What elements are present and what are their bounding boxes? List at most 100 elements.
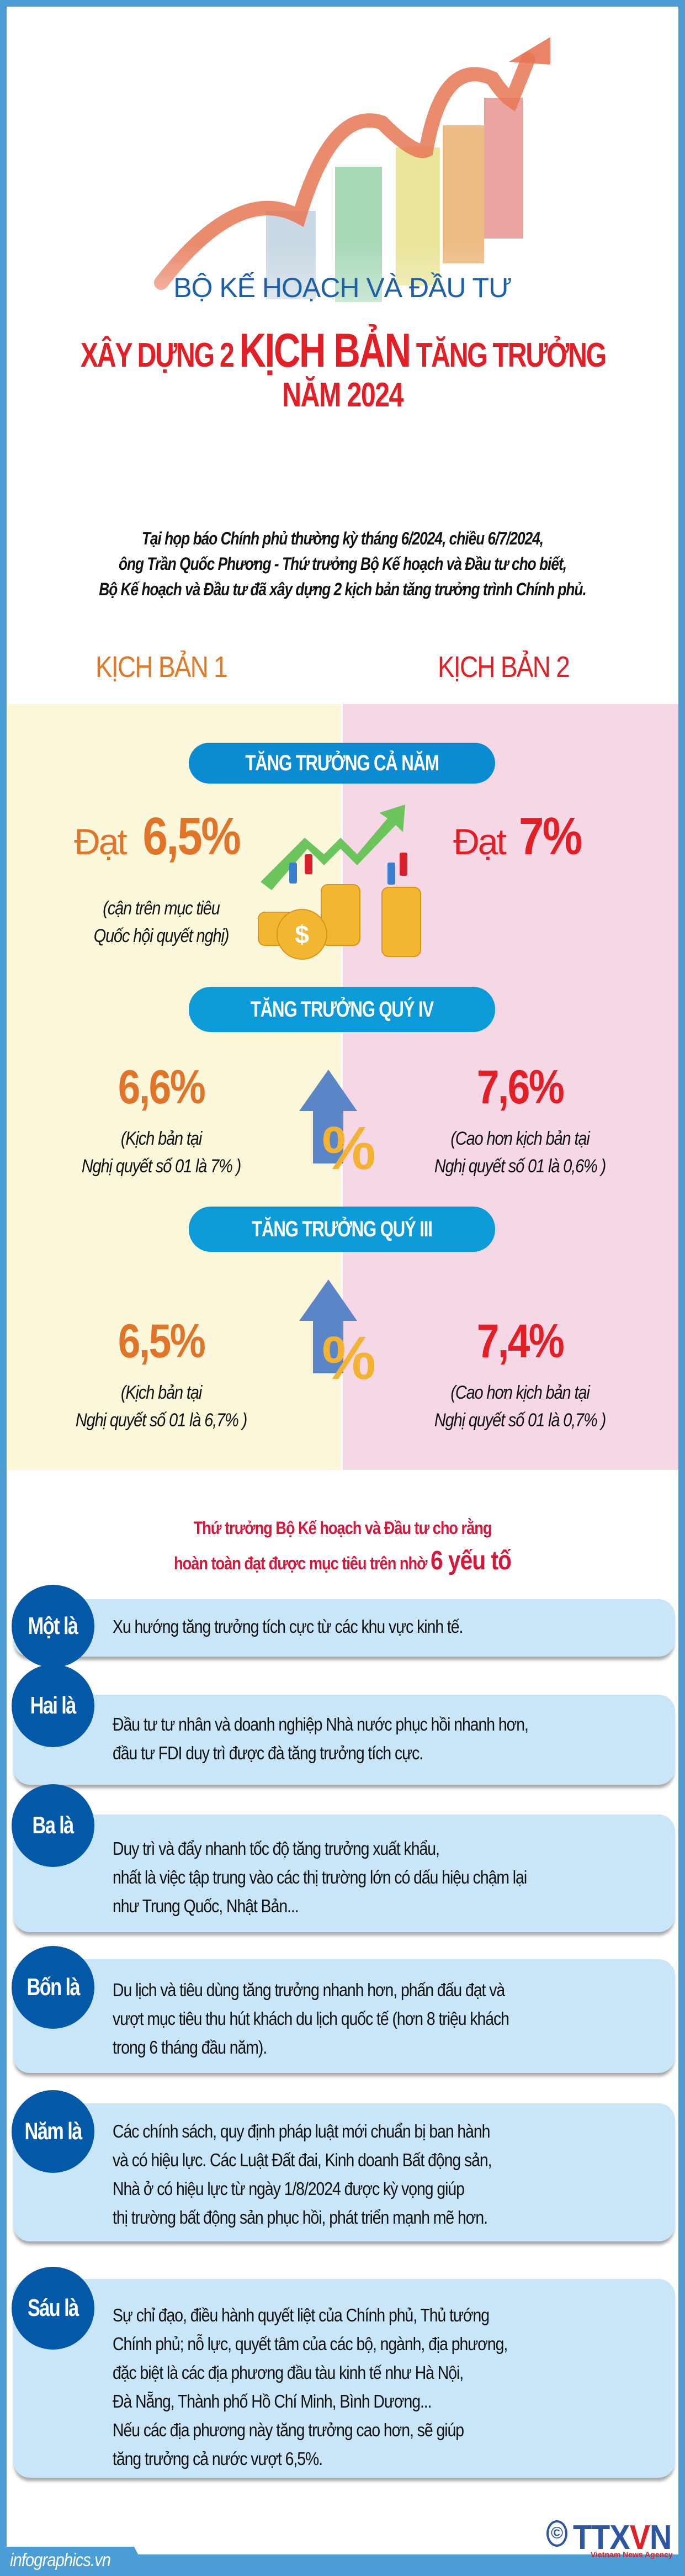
factor-card-1: Một là Xu hướng tăng trưởng tích cực từ …: [12, 1585, 675, 1668]
factor-text-line: Các chính sách, quy định pháp luật mới c…: [113, 2121, 490, 2141]
value-number: 7%: [519, 807, 582, 866]
svg-text:$: $: [295, 920, 309, 949]
factor-text-line: Sự chỉ đạo, điều hành quyết liệt của Chí…: [113, 2305, 490, 2325]
factor-text: Sự chỉ đạo, điều hành quyết liệt của Chí…: [113, 2301, 572, 2473]
note-line: Nghị quyết số 01 là 0,6% ): [434, 1156, 606, 1177]
factors-count: 6 yếu tố: [430, 1546, 512, 1575]
factor-text-line: nhất là việc tập trung vào các thị trườn…: [113, 1867, 527, 1887]
factors-intro: Thứ trưởng Bộ Kế hoạch và Đầu tư cho rằn…: [7, 1511, 678, 1580]
value-number: 7,6%: [476, 1061, 565, 1114]
factor-text: Duy trì và đẩy nhanh tốc độ tăng trưởng …: [113, 1834, 594, 1921]
factor-card-3: Ba là Duy trì và đẩy nhanh tốc độ tăng t…: [12, 1784, 675, 1932]
source-site-link[interactable]: infographics.vn: [10, 2549, 111, 2570]
logo-wordmark: TTXVN: [573, 2518, 672, 2557]
intro-paragraph: Tại họp báo Chính phủ thường kỳ tháng 6/…: [7, 526, 678, 602]
factor-text-line: như Trung Quốc, Nhật Bản...: [113, 1896, 299, 1916]
section-label-q3: TĂNG TRƯỞNG QUÝ III: [189, 1207, 495, 1252]
scenario-2-panel: [343, 704, 678, 1470]
section-label-text: TĂNG TRƯỞNG CẢ NĂM: [245, 751, 439, 775]
factor-text: Du lịch và tiêu dùng tăng trưởng nhanh h…: [113, 1976, 574, 2062]
intro-line: ông Trần Quốc Phương - Thứ trưởng Bộ Kế …: [118, 554, 567, 574]
scenario-1-panel: [7, 704, 341, 1470]
scenario-1-q4-note: (Kịch bản tại Nghị quyết số 01 là 7% ): [7, 1125, 316, 1180]
factor-badge: Năm là: [12, 2090, 94, 2173]
factor-card-4: Bốn là Du lịch và tiêu dùng tăng trưởng …: [12, 1946, 675, 2073]
factor-text-line: trong 6 tháng đầu năm).: [113, 2037, 267, 2057]
factor-text-line: Chính phủ; nỗ lực, quyết tâm của các bộ,…: [113, 2334, 508, 2354]
copyright-icon: ©: [546, 2520, 567, 2547]
value-number: 6,5%: [142, 807, 241, 866]
scenario-2-q4-note: (Cao hơn kịch bản tại Nghị quyết số 01 l…: [365, 1125, 675, 1180]
factor-card-5: Năm là Các chính sách, quy định pháp luậ…: [12, 2090, 675, 2241]
factor-text-line: Du lịch và tiêu dùng tăng trưởng nhanh h…: [113, 1980, 505, 2000]
logo-subtitle: Vietnam News Agency: [591, 2550, 673, 2559]
svg-text:%: %: [322, 1114, 376, 1175]
note-line: (Kịch bản tại: [120, 1128, 202, 1149]
logo-text: V: [629, 2519, 650, 2557]
organization-title: BỘ KẾ HOẠCH VÀ ĐẦU TƯ: [173, 272, 512, 303]
note-line: Nghị quyết số 01 là 7% ): [81, 1156, 241, 1177]
section-label-full-year: TĂNG TRƯỞNG CẢ NĂM: [189, 743, 495, 784]
up-arrow-percent-icon: %: [299, 1070, 376, 1175]
factor-text-line: đầu tư FDI duy trì được đà tăng trưởng t…: [113, 1743, 423, 1763]
coins-growth-chart-icon: $: [258, 805, 421, 960]
value-number: 6,5%: [118, 1315, 206, 1368]
page-title: XÂY DỰNG 2 KỊCH BẢN TĂNG TRƯỞNG: [80, 324, 607, 380]
factor-text: Đầu tư tư nhân và doanh nghiệp Nhà nước …: [113, 1710, 596, 1768]
note-line: (Cao hơn kịch bản tại: [450, 1382, 590, 1403]
title-emphasis: KỊCH BẢN: [239, 324, 411, 377]
factor-badge: Ba là: [12, 1784, 94, 1867]
intro-line: Tại họp báo Chính phủ thường kỳ tháng 6/…: [141, 528, 544, 548]
note-line: (cận trên mục tiêu: [103, 898, 220, 919]
factor-badge: Hai là: [12, 1664, 94, 1747]
scenario-1-q3-note: (Kịch bản tại Nghị quyết số 01 là 6,7% ): [7, 1379, 316, 1434]
scenario-1-q3-value: 6,5%: [7, 1314, 316, 1369]
factor-text-line: thị trường bất động sản phục hồi, phát t…: [113, 2207, 488, 2228]
note-line: Nghị quyết số 01 là 0,7% ): [434, 1410, 606, 1431]
intro-line: Bộ Kế hoạch và Đầu tư đã xây dựng 2 kịch…: [99, 579, 587, 599]
hero-growth-chart-illustration: [7, 7, 678, 393]
value-prefix: Đạt: [74, 821, 135, 862]
note-line: Nghị quyết số 01 là 6,7% ): [75, 1410, 247, 1431]
section-label-text: TĂNG TRƯỞNG QUÝ III: [252, 1217, 433, 1241]
factor-badge-label: Bốn là: [26, 1974, 80, 2001]
factor-text-line: Đầu tư tư nhân và doanh nghiệp Nhà nước …: [113, 1714, 529, 1734]
factor-text-line: Nếu các địa phương này tăng trưởng cao h…: [113, 2420, 464, 2440]
up-arrow-percent-icon: %: [299, 1279, 376, 1384]
factor-badge-label: Một là: [28, 1612, 78, 1639]
factor-text-line: Nhà ở có hiệu lực từ ngày 1/8/2024 được …: [113, 2178, 465, 2199]
factor-text-line: Đà Nẵng, Thành phố Hồ Chí Minh, Bình Dươ…: [113, 2391, 432, 2411]
value-number: 7,4%: [476, 1315, 565, 1368]
factor-text-line: đặc biệt là các địa phương đầu tàu kinh …: [113, 2362, 464, 2383]
value-number: 6,6%: [118, 1061, 206, 1114]
factor-text-line: Duy trì và đẩy nhanh tốc độ tăng trưởng …: [113, 1838, 440, 1859]
factor-card-6: Sáu là Sự chỉ đạo, điều hành quyết liệt …: [12, 2267, 675, 2478]
ttxvn-logo: © TTXVN Vietnam News Agency: [546, 2518, 682, 2559]
factor-badge-label: Hai là: [30, 1692, 77, 1719]
factors-intro-text: hoàn toàn đạt được mục tiêu trên nhờ: [174, 1553, 431, 1573]
factors-intro-line: Thứ trưởng Bộ Kế hoạch và Đầu tư cho rằn…: [193, 1518, 492, 1538]
footer-band: [0, 2566, 685, 2576]
svg-text:%: %: [322, 1324, 376, 1384]
factor-badge: Sáu là: [12, 2267, 94, 2350]
logo-text: TTX: [573, 2519, 630, 2557]
scenario-2-q3-note: (Cao hơn kịch bản tại Nghị quyết số 01 l…: [365, 1379, 675, 1434]
factor-badge: Bốn là: [12, 1946, 94, 2029]
rising-bars-arrow-icon: [7, 37, 678, 393]
scenario-1-q4-value: 6,6%: [7, 1060, 316, 1115]
scenario-2-q4-value: 7,6%: [365, 1060, 675, 1115]
factor-text: Các chính sách, quy định pháp luật mới c…: [113, 2117, 553, 2232]
note-line: Quốc hội quyết nghị): [93, 925, 230, 946]
scenario-1-heading: KỊCH BẢN 1: [95, 650, 228, 684]
factor-badge: Một là: [12, 1585, 94, 1668]
factor-text-line: vượt mục tiêu thu hút khách du lịch quốc…: [113, 2008, 509, 2029]
scenario-1-full-year-value: Đạt 6,5%: [7, 806, 316, 867]
note-line: (Cao hơn kịch bản tại: [450, 1128, 590, 1149]
scenario-2-heading: KỊCH BẢN 2: [438, 650, 570, 684]
page-title-year: NĂM 2024: [282, 376, 403, 414]
factor-text: Xu hướng tăng trưởng tích cực từ các khu…: [113, 1612, 520, 1641]
factor-text-line: và có hiệu lực. Các Luật Đất đai, Kinh d…: [113, 2150, 492, 2170]
logo-text: N: [650, 2519, 672, 2557]
title-part-1: XÂY DỰNG 2: [80, 336, 240, 374]
factor-text-line: Xu hướng tăng trưởng tích cực từ các khu…: [113, 1616, 463, 1637]
